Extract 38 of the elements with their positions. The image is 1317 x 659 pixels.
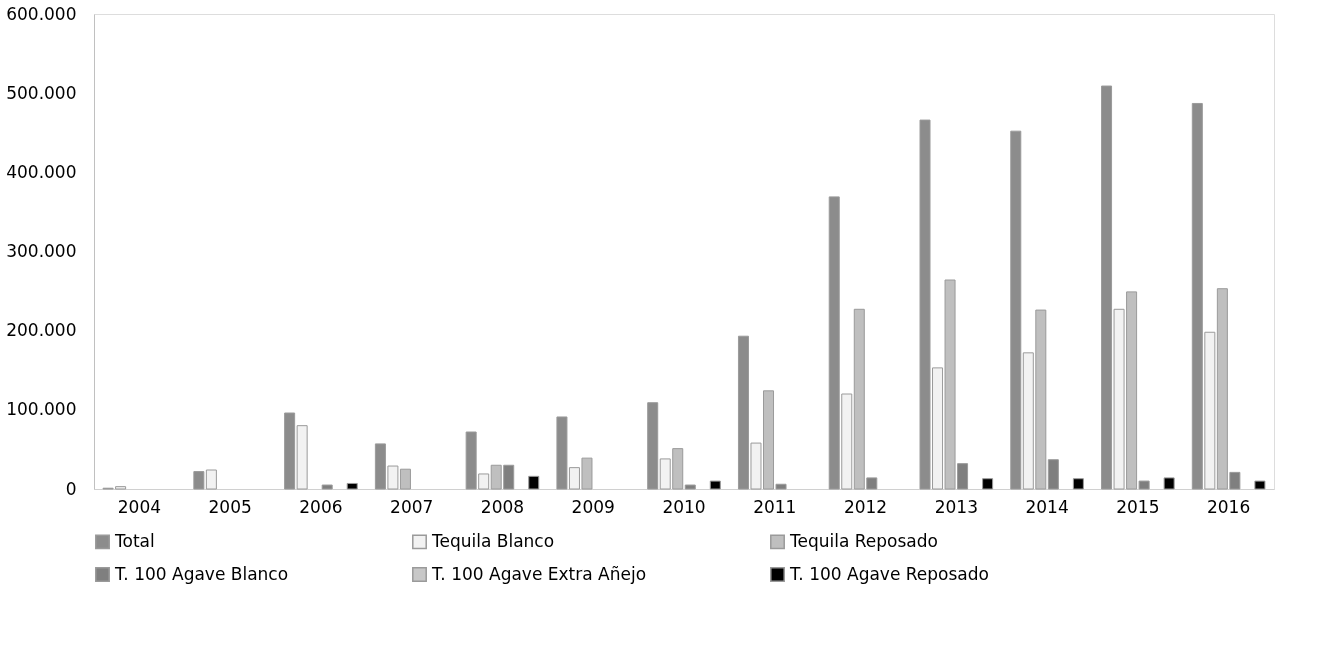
bar <box>321 484 333 490</box>
bar <box>1047 459 1059 490</box>
x-tick-label: 2012 <box>843 496 888 517</box>
bar <box>684 484 696 490</box>
bar <box>346 482 358 490</box>
bar <box>982 478 994 490</box>
x-tick-label: 2007 <box>390 496 434 517</box>
bar <box>528 475 540 490</box>
x-tick-label: 2004 <box>117 496 162 517</box>
bar <box>709 480 721 490</box>
x-tick-label: 2013 <box>934 496 978 517</box>
y-tick-label: 400.000 <box>6 161 77 182</box>
x-tick-label: 2006 <box>299 496 343 517</box>
x-tick-label: 2009 <box>571 496 615 517</box>
y-tick-label: 200.000 <box>6 320 77 341</box>
y-tick-label: 300.000 <box>6 241 77 261</box>
legend-label: T. 100 Agave Extra Añejo <box>431 563 647 584</box>
bar <box>647 402 659 490</box>
x-tick-label: 2016 <box>1206 496 1251 517</box>
legend-label: T. 100 Agave Blanco <box>114 563 289 584</box>
bar <box>1254 480 1266 490</box>
y-tick-label: 100.000 <box>6 399 77 420</box>
legend-label: Tequila Blanco <box>431 530 555 551</box>
bar <box>1163 477 1175 490</box>
x-tick-label: 2010 <box>662 496 706 517</box>
legend-label: Total <box>114 530 155 551</box>
bar <box>1010 130 1022 490</box>
legend-label: Tequila Reposado <box>789 530 938 551</box>
x-tick-label: 2014 <box>1025 496 1069 517</box>
x-tick-label: 2011 <box>753 496 797 517</box>
y-tick-label: 0 <box>65 478 77 499</box>
x-tick-label: 2008 <box>480 496 525 517</box>
y-tick-label: 500.000 <box>6 82 77 103</box>
x-tick-label: 2015 <box>1116 496 1160 517</box>
bar <box>1072 478 1084 490</box>
y-tick-label: 600.000 <box>6 3 77 24</box>
x-tick-label: 2005 <box>208 496 252 517</box>
legend-label: T. 100 Agave Reposado <box>789 563 989 584</box>
